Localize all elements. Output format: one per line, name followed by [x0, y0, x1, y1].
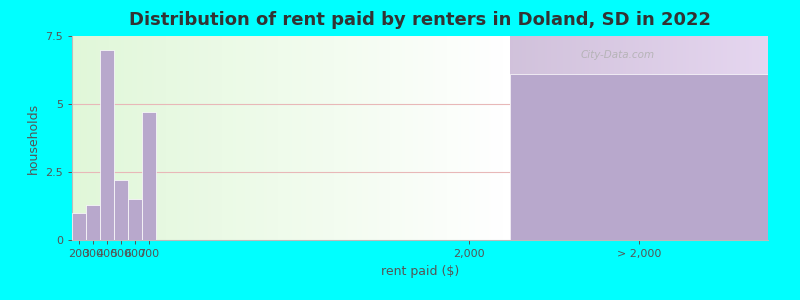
Bar [114, 180, 128, 240]
Bar [86, 205, 100, 240]
Bar [142, 112, 155, 240]
Title: Distribution of rent paid by renters in Doland, SD in 2022: Distribution of rent paid by renters in … [129, 11, 711, 29]
Bar [128, 199, 142, 240]
Bar [510, 74, 768, 240]
Bar [100, 50, 114, 240]
X-axis label: rent paid ($): rent paid ($) [381, 265, 459, 278]
Text: City-Data.com: City-Data.com [580, 50, 654, 60]
Bar [72, 213, 86, 240]
Y-axis label: households: households [26, 102, 40, 174]
